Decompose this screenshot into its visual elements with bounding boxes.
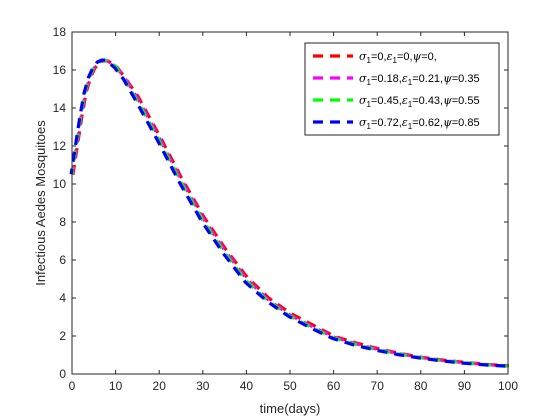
legend-box	[304, 42, 500, 136]
legend-subscript: 1	[392, 56, 397, 65]
legend-symbol: σ	[359, 72, 367, 85]
y-tick-label: 18	[53, 25, 67, 39]
legend-label: σ1=0.72,ε1=0.62,ψ=0.85	[359, 116, 480, 131]
legend-symbol: ε	[402, 116, 408, 129]
x-tick-label: 70	[371, 379, 385, 393]
y-axis-label: Infectious Aedes Mosquitoes	[33, 120, 48, 286]
y-tick-label: 2	[59, 329, 66, 343]
legend-symbol: σ	[359, 50, 367, 63]
legend-value: =0.18,	[371, 73, 402, 85]
legend-subscript: 1	[408, 100, 413, 109]
legend-subscript: 1	[408, 122, 413, 131]
legend-value: =0.62,	[412, 117, 443, 129]
legend-symbol: σ	[359, 116, 367, 129]
y-tick-label: 8	[59, 215, 66, 229]
x-tick-label: 40	[240, 379, 254, 393]
y-tick-label: 6	[59, 253, 66, 267]
legend-value: =0.21,	[412, 73, 443, 85]
legend-subscript: 1	[367, 100, 372, 109]
legend-item-3: σ1=0.45,ε1=0.43,ψ=0.55	[313, 94, 480, 109]
legend-value: =0,	[397, 51, 413, 63]
legend-value: =0,	[421, 51, 437, 63]
legend-value: =0.45,	[371, 95, 402, 107]
legend-subscript: 1	[367, 78, 372, 87]
x-tick-label: 90	[458, 379, 472, 393]
legend-item-4: σ1=0.72,ε1=0.62,ψ=0.85	[313, 116, 480, 131]
legend-item-2: σ1=0.18,ε1=0.21,ψ=0.35	[313, 72, 480, 87]
legend-value: =0.35	[452, 73, 480, 85]
legend-label: σ1=0.18,ε1=0.21,ψ=0.35	[359, 72, 480, 87]
x-tick-label: 100	[498, 379, 518, 393]
legend-subscript: 1	[408, 78, 413, 87]
x-tick-label: 50	[283, 379, 297, 393]
legend-item-1: σ1=0,ε1=0,ψ=0,	[313, 50, 437, 65]
legend: σ1=0,ε1=0,ψ=0,σ1=0.18,ε1=0.21,ψ=0.35σ1=0…	[304, 42, 500, 136]
legend-subscript: 1	[367, 122, 372, 131]
x-tick-label: 10	[109, 379, 123, 393]
legend-symbol: ψ	[443, 94, 452, 107]
legend-symbol: ψ	[443, 72, 452, 85]
x-tick-label: 30	[196, 379, 210, 393]
legend-label: σ1=0.45,ε1=0.43,ψ=0.55	[359, 94, 480, 109]
y-tick-label: 14	[53, 101, 67, 115]
series-layer	[69, 58, 509, 368]
legend-symbol: ε	[402, 94, 408, 107]
legend-symbol: ψ	[443, 116, 452, 129]
legend-symbol: σ	[359, 94, 367, 107]
legend-symbol: ε	[402, 72, 408, 85]
legend-value: =0.43,	[412, 95, 443, 107]
x-tick-label: 0	[69, 379, 76, 393]
y-tick-label: 12	[53, 139, 67, 153]
legend-value: =0.85	[452, 117, 480, 129]
y-tick-label: 10	[53, 177, 67, 191]
legend-value: =0.55	[452, 95, 480, 107]
legend-value: =0.72,	[371, 117, 402, 129]
legend-symbol: ε	[387, 50, 393, 63]
series-line-4	[69, 58, 508, 368]
y-tick-label: 16	[53, 63, 67, 77]
x-tick-label: 20	[153, 379, 167, 393]
axes-ticks: 0 10 20 30 40 50 60 70 80 90 100 0 2 4 6 8 10 12 14 16 18	[53, 25, 519, 393]
legend-symbol: ψ	[413, 50, 422, 63]
x-axis-label: time(days)	[260, 401, 321, 416]
y-tick-label: 0	[59, 367, 66, 381]
legend-label: σ1=0,ε1=0,ψ=0,	[359, 50, 437, 65]
legend-subscript: 1	[367, 56, 372, 65]
y-tick-label: 4	[59, 291, 66, 305]
legend-value: =0,	[371, 51, 387, 63]
x-tick-label: 60	[327, 379, 341, 393]
x-tick-label: 80	[414, 379, 428, 393]
